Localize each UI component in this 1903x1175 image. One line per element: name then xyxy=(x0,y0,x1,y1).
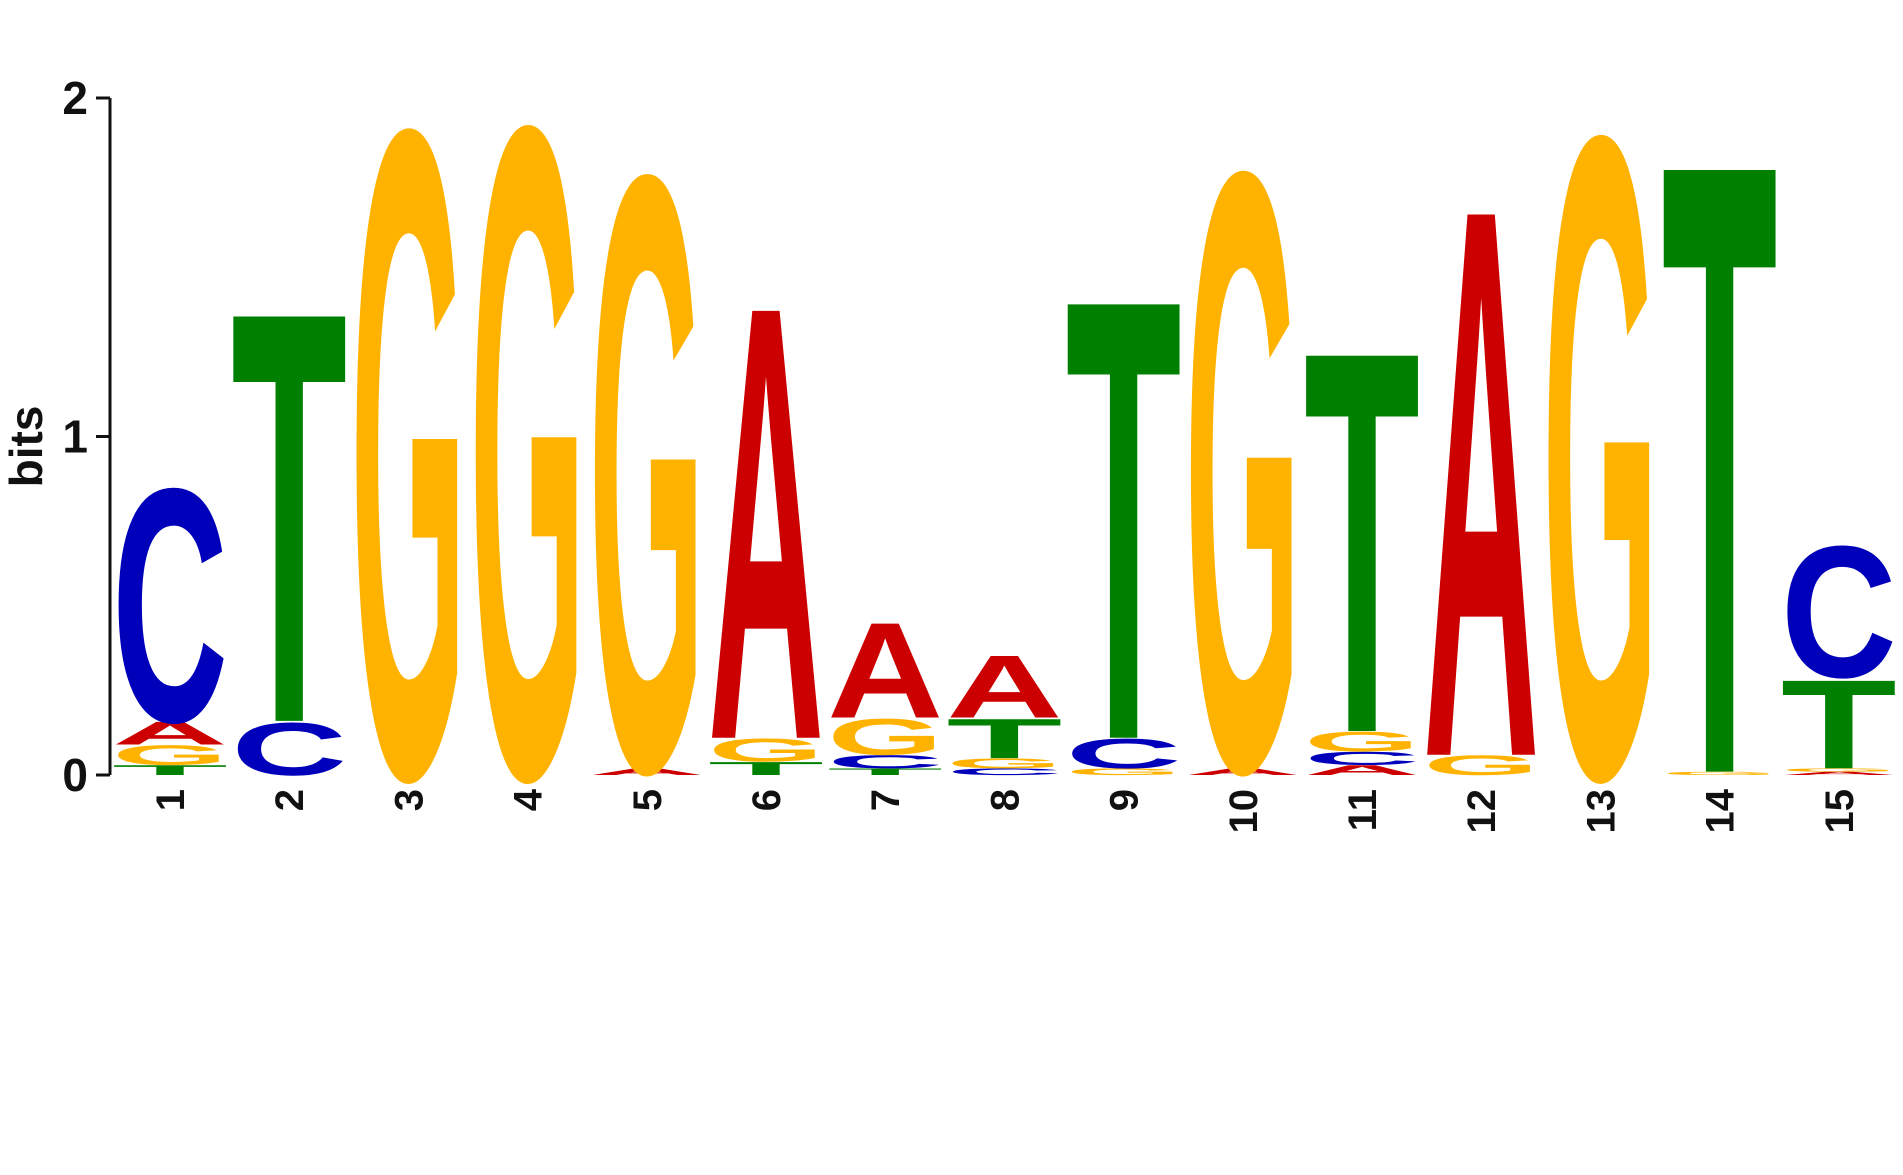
logo-letter-A: A xyxy=(1781,771,1897,776)
logo-letter-A: A xyxy=(827,594,943,747)
logo-letter-A: A xyxy=(589,767,705,777)
logo-letter-T: T xyxy=(231,189,347,846)
x-position-label: 13 xyxy=(1579,789,1623,834)
y-axis-ticks: 0 1 2 xyxy=(62,72,110,801)
letter-stack-5: AG xyxy=(589,0,705,949)
logo-letter-G: G xyxy=(1185,0,1301,951)
letter-stack-10: AG xyxy=(1185,0,1301,951)
letter-stack-6: TGA xyxy=(708,178,824,871)
x-position-label: 6 xyxy=(745,789,789,811)
x-axis-position-labels: 1 2 3 4 5 6 7 8 9 10 11 12 13 14 15 xyxy=(149,788,1862,833)
x-position-label: 3 xyxy=(387,789,431,811)
logo-letter-G: G xyxy=(1542,0,1658,970)
logo-letter-C: C xyxy=(827,751,943,772)
logo-letter-G: G xyxy=(1304,726,1420,758)
y-axis-title: bits xyxy=(0,406,52,488)
x-position-label: 12 xyxy=(1460,789,1504,834)
y-tick-label: 2 xyxy=(62,72,88,124)
logo-letter-C: C xyxy=(1304,748,1420,769)
logo-letter-T: T xyxy=(946,707,1062,770)
x-position-label: 2 xyxy=(268,789,312,811)
logo-letter-G: G xyxy=(1781,767,1897,772)
letter-stack-3: G xyxy=(350,0,466,972)
logo-letter-G: G xyxy=(350,0,466,972)
logo-letter-C: C xyxy=(946,767,1062,777)
logo-letter-G: G xyxy=(946,756,1062,772)
logo-letter-G: G xyxy=(112,739,228,771)
logo-letter-A: A xyxy=(708,178,824,871)
x-position-label: 11 xyxy=(1341,789,1385,831)
x-position-label: 5 xyxy=(626,789,670,811)
logo-letter-C: C xyxy=(1781,508,1897,718)
logo-letter-G: G xyxy=(827,708,943,766)
logo-letter-G: G xyxy=(708,732,824,769)
logo-letter-T: T xyxy=(827,767,943,777)
logo-letter-T: T xyxy=(1662,0,1778,958)
logo-letter-T: T xyxy=(708,758,824,779)
logo-letter-A: A xyxy=(1185,767,1301,777)
logo-letter-G: G xyxy=(1066,767,1182,778)
y-tick-label: 0 xyxy=(62,749,88,801)
x-position-label: 15 xyxy=(1818,789,1862,834)
letter-stack-13: G xyxy=(1542,0,1658,970)
logo-letter-A: A xyxy=(1423,45,1539,922)
x-position-label: 8 xyxy=(983,789,1027,811)
letter-stack-12: GA xyxy=(1423,45,1539,922)
letter-stack-14: GT xyxy=(1662,0,1778,958)
logo-letter-T: T xyxy=(1304,237,1420,847)
logo-letter-G: G xyxy=(589,0,705,949)
logo-letter-A: A xyxy=(1304,762,1420,778)
logo-letter-C: C xyxy=(1066,730,1182,777)
logo-letter-T: T xyxy=(1066,168,1182,872)
logo-letter-C: C xyxy=(231,707,347,792)
logo-letter-G: G xyxy=(1423,750,1539,782)
logo-letter-C: C xyxy=(112,419,228,792)
logo-letter-A: A xyxy=(946,636,1062,736)
logo-letter-G: G xyxy=(470,0,586,973)
logo-letter-A: A xyxy=(112,715,228,752)
letter-stack-9: GCT xyxy=(1066,168,1182,872)
x-position-label: 7 xyxy=(864,789,908,811)
logo-letter-T: T xyxy=(112,762,228,778)
x-position-label: 1 xyxy=(149,789,193,811)
x-position-label: 14 xyxy=(1699,788,1743,833)
letter-stack-2: CT xyxy=(231,189,347,846)
x-position-label: 4 xyxy=(507,788,551,811)
y-tick-label: 1 xyxy=(62,411,88,463)
x-position-label: 9 xyxy=(1103,789,1147,811)
logo-letter-G: G xyxy=(1662,771,1778,776)
x-position-label: 10 xyxy=(1222,789,1266,834)
logo-letter-T: T xyxy=(1781,654,1897,795)
letter-stack-4: G xyxy=(470,0,586,973)
